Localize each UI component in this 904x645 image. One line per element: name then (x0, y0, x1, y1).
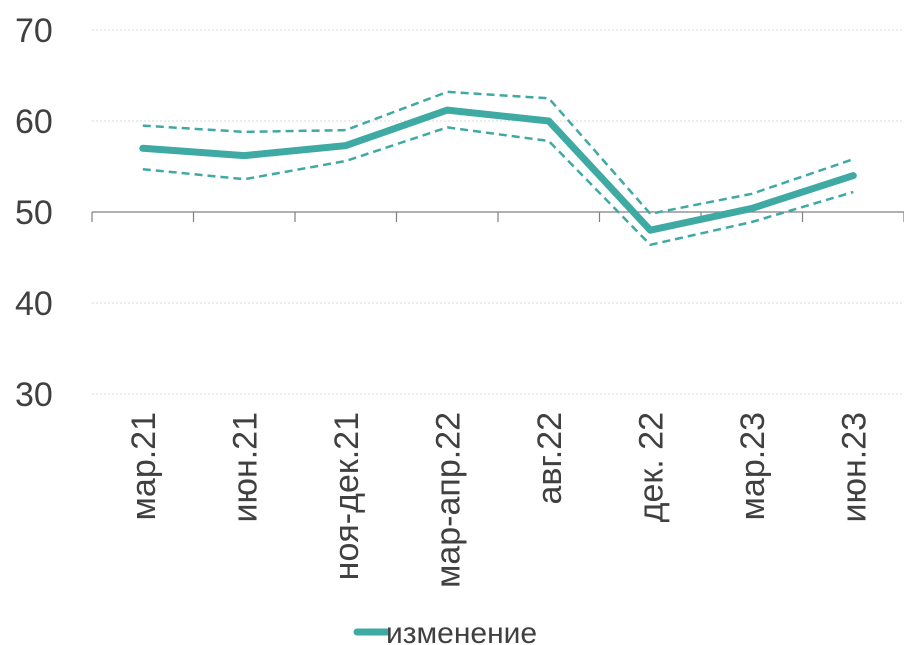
x-tick-label: дек. 22 (632, 412, 670, 522)
series-line-dashed-1 (142, 90, 854, 216)
y-tick-label: 40 (15, 285, 53, 323)
y-tick-label: 50 (15, 194, 53, 232)
x-tick-label: мар.23 (734, 412, 772, 520)
gridlines (92, 29, 904, 395)
legend: изменение (353, 617, 537, 645)
x-tick-label: июн.23 (835, 412, 873, 523)
x-tick-label: мар.21 (125, 412, 163, 520)
x-tick-label: июн.21 (226, 412, 264, 523)
series-lines (139, 90, 857, 247)
x-tick-label: мар-апр.22 (429, 412, 467, 588)
series-line-dashed-2 (142, 126, 854, 247)
y-axis-ticks: 30 40 50 60 70 (15, 12, 53, 414)
legend-label: изменение (386, 617, 537, 645)
series-line-main (139, 106, 857, 234)
y-tick-label: 30 (15, 376, 53, 414)
x-tick-label: ноя-дек.21 (328, 412, 366, 580)
x-axis-ticks: мар.21 июн.21 ноя-дек.21 мар-апр.22 авг.22 де… (125, 412, 874, 588)
y-tick-label: 60 (15, 103, 53, 141)
x-tick-label: авг.22 (531, 412, 569, 505)
y-tick-label: 70 (15, 12, 53, 50)
